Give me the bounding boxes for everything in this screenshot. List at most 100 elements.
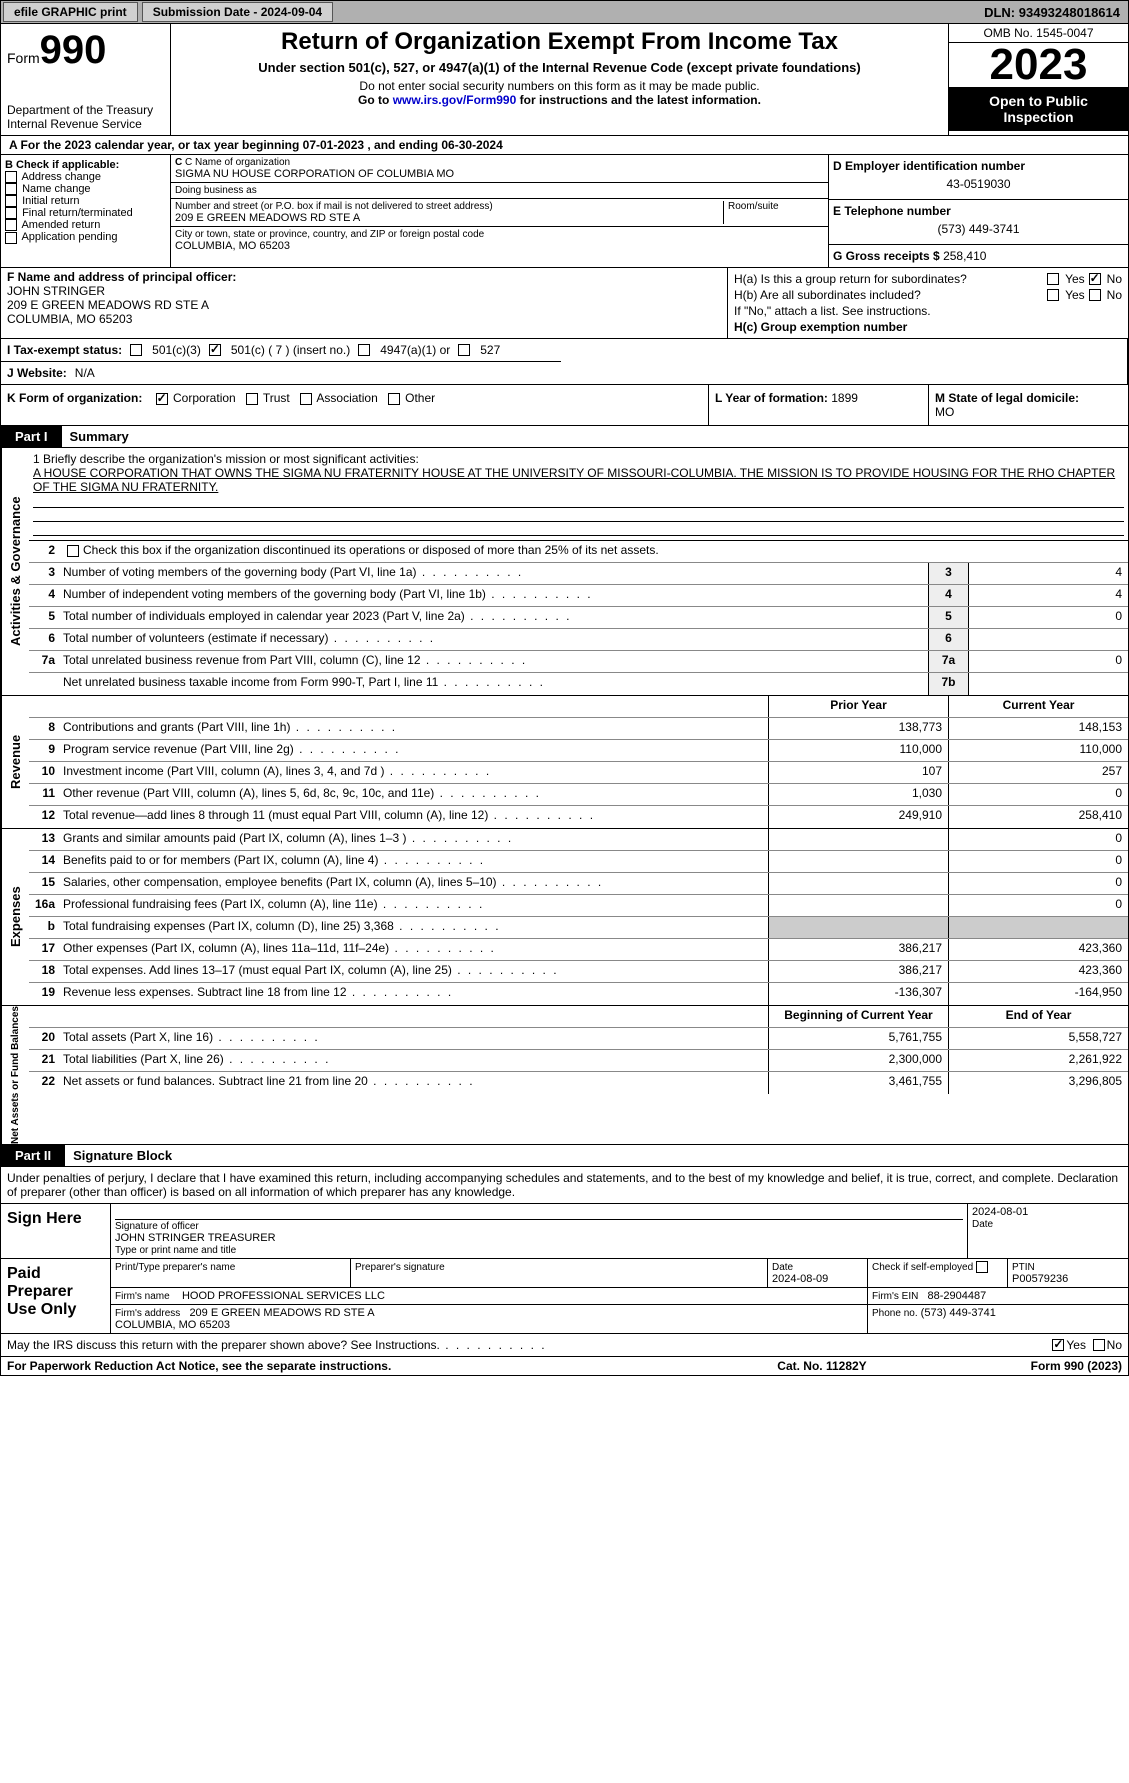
- efile-print-button[interactable]: efile GRAPHIC print: [3, 2, 138, 22]
- k-opt-label: Trust: [260, 391, 290, 405]
- signature-block: Under penalties of perjury, I declare th…: [0, 1167, 1129, 1357]
- form-number: Form990: [7, 28, 164, 73]
- gross-receipts: 258,410: [943, 249, 986, 263]
- org-name: SIGMA NU HOUSE CORPORATION OF COLUMBIA M…: [175, 168, 824, 180]
- officer-sig-name: JOHN STRINGER TREASURER: [115, 1232, 276, 1244]
- paid-preparer-label: Paid Preparer Use Only: [1, 1259, 111, 1333]
- gov-line-desc: Total number of individuals employed in …: [59, 607, 928, 628]
- exp-line-py: 386,217: [768, 939, 948, 960]
- b-opt-label: Final return/terminated: [22, 207, 133, 219]
- exp-line-cy: 423,360: [948, 939, 1128, 960]
- gov-line-val: 0: [968, 651, 1128, 672]
- domicile: MO: [935, 405, 1122, 419]
- k-opt-checkbox[interactable]: [388, 393, 400, 405]
- ein-label: D Employer identification number: [833, 159, 1124, 173]
- b-opt-checkbox[interactable]: [5, 219, 17, 231]
- ha-yes-checkbox[interactable]: [1047, 273, 1059, 285]
- form-word: Form: [7, 50, 40, 66]
- section-h: H(a) Is this a group return for subordin…: [728, 268, 1128, 338]
- self-employed-checkbox[interactable]: [976, 1261, 988, 1273]
- part1-header: Part I Summary: [0, 426, 1129, 448]
- section-klm: K Form of organization: Corporation Trus…: [0, 385, 1129, 426]
- firm-phone: (573) 449-3741: [921, 1307, 996, 1319]
- form-num: 990: [40, 28, 107, 72]
- k-opt-checkbox[interactable]: [156, 393, 168, 405]
- section-m: M State of legal domicile: MO: [928, 385, 1128, 425]
- part2-title: Signature Block: [65, 1145, 1128, 1166]
- exp-line-py: [768, 895, 948, 916]
- discuss-no-checkbox[interactable]: [1093, 1339, 1105, 1351]
- ha-no-checkbox[interactable]: [1089, 273, 1101, 285]
- gov-line-box: 7a: [928, 651, 968, 672]
- submission-date-button[interactable]: Submission Date - 2024-09-04: [142, 2, 333, 22]
- expenses-section: Expenses 13Grants and similar amounts pa…: [0, 829, 1129, 1006]
- irs-link[interactable]: www.irs.gov/Form990: [393, 93, 517, 107]
- b-opt-checkbox[interactable]: [5, 232, 17, 244]
- section-a: A For the 2023 calendar year, or tax yea…: [0, 136, 1129, 155]
- exp-line-cy: 0: [948, 851, 1128, 872]
- sign-here-label: Sign Here: [1, 1204, 111, 1258]
- l2-checkbox[interactable]: [67, 545, 79, 557]
- discuss-yes-checkbox[interactable]: [1052, 1339, 1064, 1351]
- dba-label: Doing business as: [175, 185, 824, 196]
- ptin-label: PTIN: [1012, 1262, 1035, 1273]
- l-label: L Year of formation:: [715, 391, 831, 405]
- i-527-checkbox[interactable]: [458, 344, 470, 356]
- c-name-label: C Name of organization: [185, 157, 290, 168]
- i-4947-checkbox[interactable]: [358, 344, 370, 356]
- exp-line-py: [768, 829, 948, 850]
- submission-date: 2024-09-04: [261, 5, 322, 19]
- gov-line-desc: Total unrelated business revenue from Pa…: [59, 651, 928, 672]
- firm-name-label: Firm's name: [115, 1291, 170, 1302]
- b-opt-checkbox[interactable]: [5, 195, 17, 207]
- b-opt-checkbox[interactable]: [5, 171, 17, 183]
- netassets-section: Net Assets or Fund Balances Beginning of…: [0, 1006, 1129, 1145]
- end-year-header: End of Year: [948, 1006, 1128, 1027]
- rev-line-cy: 110,000: [948, 740, 1128, 761]
- dln-label: DLN:: [984, 5, 1019, 20]
- hb-no: No: [1107, 288, 1122, 302]
- website: N/A: [75, 366, 95, 380]
- rev-line-py: 107: [768, 762, 948, 783]
- b-opt-checkbox[interactable]: [5, 183, 17, 195]
- i-501c-checkbox[interactable]: [209, 344, 221, 356]
- b-opt-checkbox[interactable]: [5, 207, 17, 219]
- form-footer: Form 990 (2023): [922, 1359, 1122, 1373]
- k-opt-checkbox[interactable]: [246, 393, 258, 405]
- gov-line-val: 0: [968, 607, 1128, 628]
- sig-date2: 2024-08-09: [772, 1273, 828, 1285]
- hb-yes-checkbox[interactable]: [1047, 289, 1059, 301]
- phone: (573) 449-3741: [833, 218, 1124, 240]
- city: COLUMBIA, MO 65203: [175, 240, 824, 252]
- room-label: Room/suite: [728, 201, 824, 212]
- firm-phone-label: Phone no.: [872, 1308, 918, 1319]
- date2-label: Date: [772, 1262, 793, 1273]
- k-opt-label: Association: [314, 391, 378, 405]
- exp-line-py: 386,217: [768, 961, 948, 982]
- discuss-label: May the IRS discuss this return with the…: [7, 1338, 1052, 1352]
- na-line-cy: 5,558,727: [948, 1028, 1128, 1049]
- sig-intro: Under penalties of perjury, I declare th…: [1, 1167, 1128, 1204]
- page-footer: For Paperwork Reduction Act Notice, see …: [0, 1357, 1129, 1376]
- discuss-no: No: [1107, 1338, 1122, 1352]
- i-501c3-checkbox[interactable]: [130, 344, 142, 356]
- i-501c3: 501(c)(3): [152, 343, 201, 357]
- hb-no-checkbox[interactable]: [1089, 289, 1101, 301]
- city-label: City or town, state or province, country…: [175, 229, 824, 240]
- type-name-label: Type or print name and title: [115, 1245, 236, 1256]
- f-label: F Name and address of principal officer:: [7, 270, 721, 284]
- cat-no: Cat. No. 11282Y: [722, 1359, 922, 1373]
- dln-value: 93493248018614: [1019, 5, 1120, 20]
- rev-line-cy: 258,410: [948, 806, 1128, 828]
- open-inspection: Open to Public Inspection: [949, 87, 1128, 131]
- gov-line-val: 4: [968, 585, 1128, 606]
- b-opt-label: Initial return: [22, 195, 79, 207]
- k-opt-checkbox[interactable]: [300, 393, 312, 405]
- prior-year-header: Prior Year: [768, 696, 948, 717]
- department: Department of the Treasury Internal Reve…: [7, 103, 164, 131]
- gov-line-desc: Net unrelated business taxable income fr…: [59, 673, 928, 695]
- gov-line-val: 4: [968, 563, 1128, 584]
- gross-label: G Gross receipts $: [833, 249, 940, 263]
- header-right: OMB No. 1545-0047 2023 Open to Public In…: [948, 24, 1128, 135]
- submission-label: Submission Date -: [153, 5, 261, 19]
